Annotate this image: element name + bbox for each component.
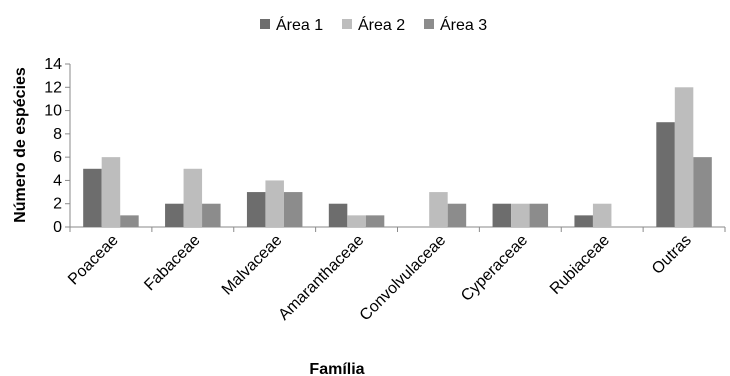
x-category-label: Poaceae: [65, 232, 122, 289]
y-axis-title: Número de espécies: [12, 67, 29, 223]
bar: [183, 168, 203, 227]
y-tick-label: 0: [53, 219, 62, 236]
bar: [429, 192, 448, 227]
bar: [574, 215, 593, 227]
x-axis-title: Família: [309, 361, 364, 376]
x-category-label: Outras: [649, 232, 695, 278]
bar: [120, 215, 139, 227]
bar: [693, 157, 712, 227]
legend-swatch: [342, 19, 352, 29]
y-tick-label: 14: [44, 56, 62, 73]
x-category-label: Rubiaceae: [547, 232, 613, 298]
x-category-label: Convolvulaceae: [357, 232, 450, 325]
bar: [347, 215, 366, 227]
legend: Área 1 Área 2 Área 3: [260, 15, 487, 34]
bar: [165, 203, 184, 227]
y-tick-label: 8: [53, 126, 62, 143]
y-tick-label: 4: [53, 172, 62, 189]
x-category-label: Amaranthaceae: [275, 232, 367, 324]
x-axis: Poaceae Fabaceae MalvaceaeAmaranthaceaeCon…: [65, 226, 726, 325]
bar: [492, 203, 512, 227]
y-tick-label: 12: [44, 79, 62, 96]
y-tick-label: 6: [53, 149, 62, 166]
bar: [246, 192, 266, 227]
bar: [529, 203, 549, 227]
bar: [83, 168, 102, 227]
bar: [202, 203, 221, 227]
bar: [674, 87, 694, 228]
bar: [365, 215, 385, 227]
legend-label: Área 2: [358, 15, 405, 34]
bar: [592, 203, 612, 227]
legend-label: Área 3: [440, 15, 487, 34]
legend-label: Área 1: [276, 15, 323, 34]
legend-swatch: [260, 19, 270, 29]
bar: [447, 203, 467, 227]
x-category-label: Malvaceae: [219, 232, 286, 299]
bar: [511, 203, 530, 227]
bar: [101, 157, 121, 227]
bar: [265, 180, 284, 227]
y-axis: 0 2 4 6 8 10 12 14: [44, 56, 71, 236]
bar: [656, 122, 675, 227]
bar: [283, 192, 303, 227]
bars: [83, 87, 712, 228]
bar: [328, 203, 348, 227]
x-category-label: Fabaceae: [141, 232, 203, 294]
x-category-label: Cyperaceae: [458, 232, 531, 305]
legend-swatch: [424, 19, 434, 29]
y-tick-label: 2: [53, 196, 62, 213]
y-tick-label: 10: [44, 103, 62, 120]
